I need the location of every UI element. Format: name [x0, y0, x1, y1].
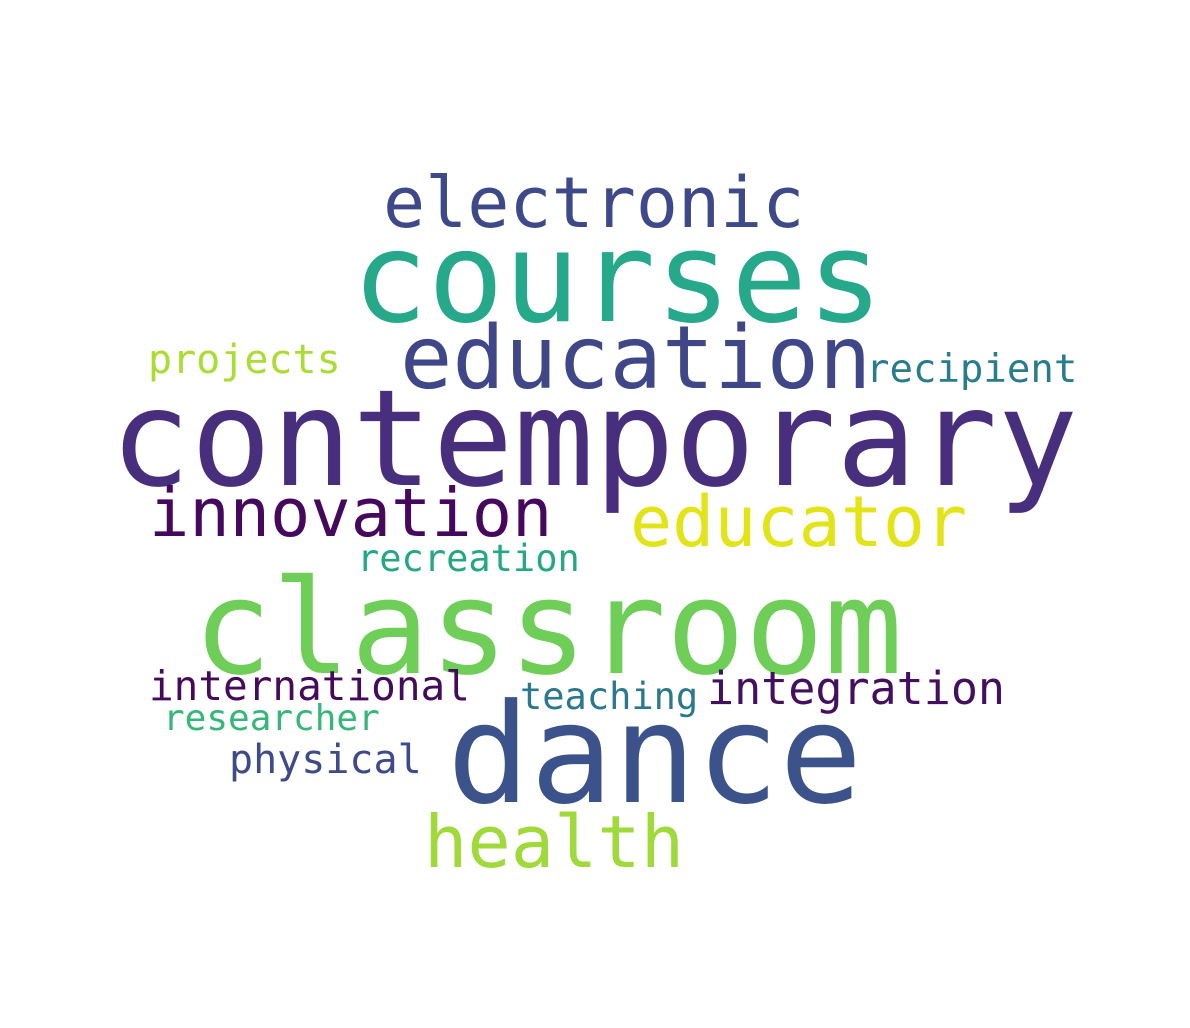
word-contemporary: contemporary: [110, 361, 1079, 517]
word-education: education: [400, 307, 872, 409]
word-innovation: innovation: [149, 474, 553, 552]
word-health: health: [424, 800, 685, 884]
word-dance: dance: [447, 674, 863, 835]
word-educator: educator: [630, 481, 968, 563]
word-integration: integration: [707, 662, 1006, 715]
word-classroom: classroom: [193, 551, 903, 704]
word-recipient: recipient: [866, 347, 1078, 392]
word-researcher: researcher: [163, 698, 380, 739]
word-projects: projects: [148, 337, 341, 383]
word-electronic: electronic: [383, 162, 805, 244]
word-international: international: [149, 662, 470, 710]
word-physical: physical: [229, 737, 422, 783]
word-courses: courses: [352, 204, 884, 351]
word-teaching: teaching: [520, 675, 699, 718]
word-recreation: recreation: [357, 537, 580, 580]
